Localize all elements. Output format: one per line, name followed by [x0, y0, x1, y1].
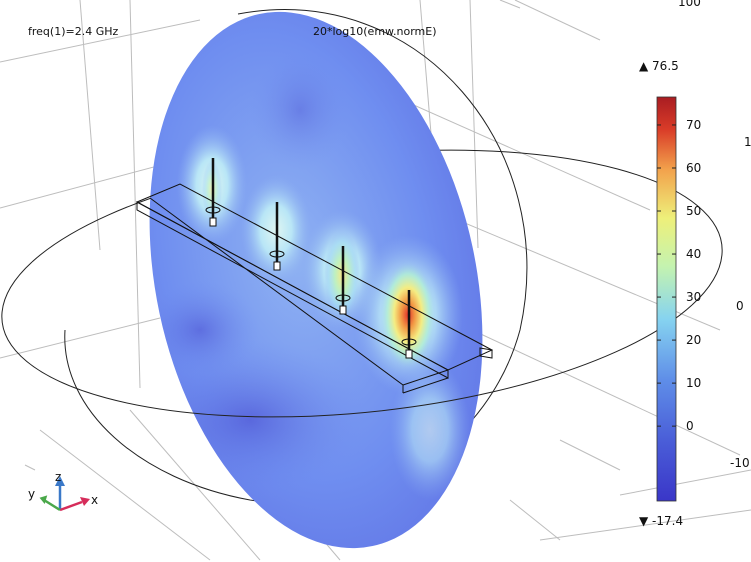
colorbar-gradient: [656, 96, 677, 502]
colorbar-tick-label: 0: [686, 419, 694, 433]
grid-label-minus10: -10: [730, 456, 750, 470]
colorbar-tick-label: 60: [686, 161, 701, 175]
colorbar-tick-label: 10: [686, 376, 701, 390]
expression-label: 20*log10(emw.normE): [313, 25, 437, 38]
grid-label-1: 1: [744, 135, 751, 149]
colorbar-tick-label: 20: [686, 333, 701, 347]
colorbar-max-label: ▲ 76.5: [639, 59, 679, 73]
colorbar-tick-label: 50: [686, 204, 701, 218]
x-axis-label: x: [91, 493, 98, 507]
x-axis-arrow: [59, 500, 83, 512]
y-axis-label: y: [28, 487, 35, 501]
horizontal-circle-back: [31, 149, 723, 306]
colorbar-tick-label: 30: [686, 290, 701, 304]
z-axis-label: z: [55, 470, 61, 484]
antenna-elements: [205, 158, 417, 359]
grid-label-top: 100: [678, 0, 701, 9]
antenna-element-2: [269, 202, 285, 271]
horizontal-circle-front: [1, 261, 693, 418]
field-cut-plane: [130, 11, 483, 549]
colorbar-min-label: ▼ -17.4: [639, 514, 684, 528]
colorbar-tick-label: 40: [686, 247, 701, 261]
axes-triad: z x y: [28, 470, 98, 512]
antenna-element-3: [335, 246, 351, 315]
colorbar-ticks: 70 60 50 40 30 20 10 0: [657, 118, 701, 433]
color-legend: 70 60 50 40 30 20 10 0: [656, 96, 701, 502]
y-axis-arrow: [43, 498, 61, 512]
parameter-label: freq(1)=2.4 GHz: [28, 25, 119, 38]
antenna-element-1: [205, 158, 221, 227]
grid-label-0: 0: [736, 299, 744, 313]
colorbar-tick-label: 70: [686, 118, 701, 132]
antenna-element-4: [401, 290, 417, 359]
